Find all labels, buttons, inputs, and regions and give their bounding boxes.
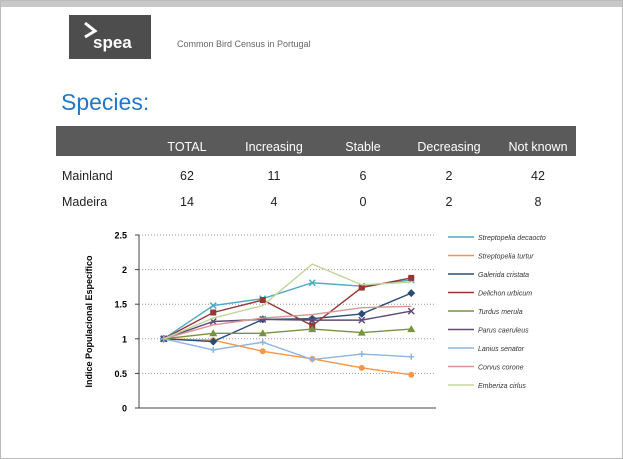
column-header: TOTAL <box>167 140 207 154</box>
legend-label: Galerida cristata <box>478 272 529 279</box>
data-point <box>361 284 363 286</box>
y-axis-label: Indice Populacional Específico <box>84 255 94 388</box>
legend-label: Streptopelia turtur <box>478 254 534 261</box>
data-point <box>210 346 217 353</box>
column-header: Stable <box>345 140 381 154</box>
series-line <box>163 338 412 376</box>
data-point <box>212 324 214 326</box>
data-point <box>358 351 365 358</box>
data-point <box>408 353 415 360</box>
y-tick-label: 2 <box>122 265 127 275</box>
x-tick-label: 2008 <box>352 412 372 413</box>
y-tick-label: 0.5 <box>114 369 127 379</box>
logo-icon <box>84 21 98 39</box>
data-point <box>210 309 217 316</box>
data-point <box>262 317 264 319</box>
data-point <box>308 316 316 324</box>
data-point <box>259 348 266 355</box>
y-tick-label: 1.5 <box>114 300 127 310</box>
data-point <box>163 338 165 340</box>
data-point <box>259 339 266 346</box>
data-point <box>407 325 416 333</box>
cell: 2 <box>445 195 453 209</box>
data-point <box>308 279 316 287</box>
cell: 14 <box>180 195 194 209</box>
legend-label: Lanius senator <box>478 346 525 353</box>
logo: spea <box>69 15 151 59</box>
series-line <box>163 263 412 340</box>
legend-label: Turdus merula <box>478 309 523 316</box>
data-point <box>358 284 365 291</box>
cell: 0 <box>359 195 367 209</box>
cell: 2 <box>445 169 453 183</box>
legend-label: Parus caeruleus <box>478 328 529 335</box>
series-line <box>163 328 412 340</box>
y-tick-label: 0 <box>122 404 127 414</box>
subtitle: Common Bird Census in Portugal <box>177 39 311 49</box>
legend-label: Emberiza cirlus <box>478 383 526 390</box>
cell: 6 <box>359 169 367 183</box>
data-point <box>209 337 218 346</box>
data-point <box>259 297 266 304</box>
data-point <box>309 356 316 363</box>
table-header: TOTAL Increasing Stable Decreasing Not known <box>56 126 576 156</box>
data-point <box>209 329 218 337</box>
data-point <box>308 325 317 333</box>
top-bar <box>1 1 622 7</box>
data-point <box>311 314 313 316</box>
x-tick-label: 2009 <box>401 412 421 413</box>
data-point <box>212 317 214 319</box>
data-point <box>262 305 264 307</box>
series-line <box>163 277 412 340</box>
heading: Species: <box>61 89 150 115</box>
series-line <box>163 338 412 361</box>
data-point <box>357 309 366 318</box>
y-tick-label: 2.5 <box>114 231 127 241</box>
cell: 4 <box>270 195 278 209</box>
x-tick-label: 2007 <box>302 412 322 413</box>
series-line <box>163 305 412 340</box>
series-line <box>163 310 412 340</box>
data-point <box>209 302 217 310</box>
legend-label: Streptopelia decaocto <box>478 235 546 242</box>
legend-label: Corvus corone <box>478 365 524 372</box>
data-point <box>361 307 363 309</box>
data-point <box>408 371 415 378</box>
data-point <box>410 281 412 283</box>
data-point <box>407 307 415 315</box>
series-line <box>163 279 412 340</box>
row-label: Mainland <box>62 169 113 183</box>
column-header: Decreasing <box>417 140 481 154</box>
legend-label: Delichon urbicum <box>478 291 532 298</box>
logo-text: spea <box>93 33 132 52</box>
data-point <box>408 274 415 281</box>
column-header: Increasing <box>245 140 303 154</box>
column-header: Not known <box>508 140 568 154</box>
data-point <box>358 364 365 371</box>
data-point <box>258 329 267 337</box>
cell: 62 <box>180 169 194 183</box>
data-point <box>410 305 412 307</box>
cell: 11 <box>267 169 281 183</box>
y-tick-label: 1 <box>122 334 127 344</box>
data-point <box>311 263 313 265</box>
row-label: Madeira <box>62 195 108 209</box>
cell: 8 <box>534 195 542 209</box>
cell: 42 <box>531 169 545 183</box>
data-point <box>358 316 366 324</box>
data-point <box>407 289 416 298</box>
chart: 0 0.5 1 1.5 2 2.5 Indice Populacional Específi… <box>56 225 576 413</box>
data-point <box>357 328 366 336</box>
x-tick-label: 2006 <box>253 412 273 413</box>
x-tick-label: 2004 <box>154 412 174 413</box>
x-tick-label: 2005 <box>203 412 223 413</box>
